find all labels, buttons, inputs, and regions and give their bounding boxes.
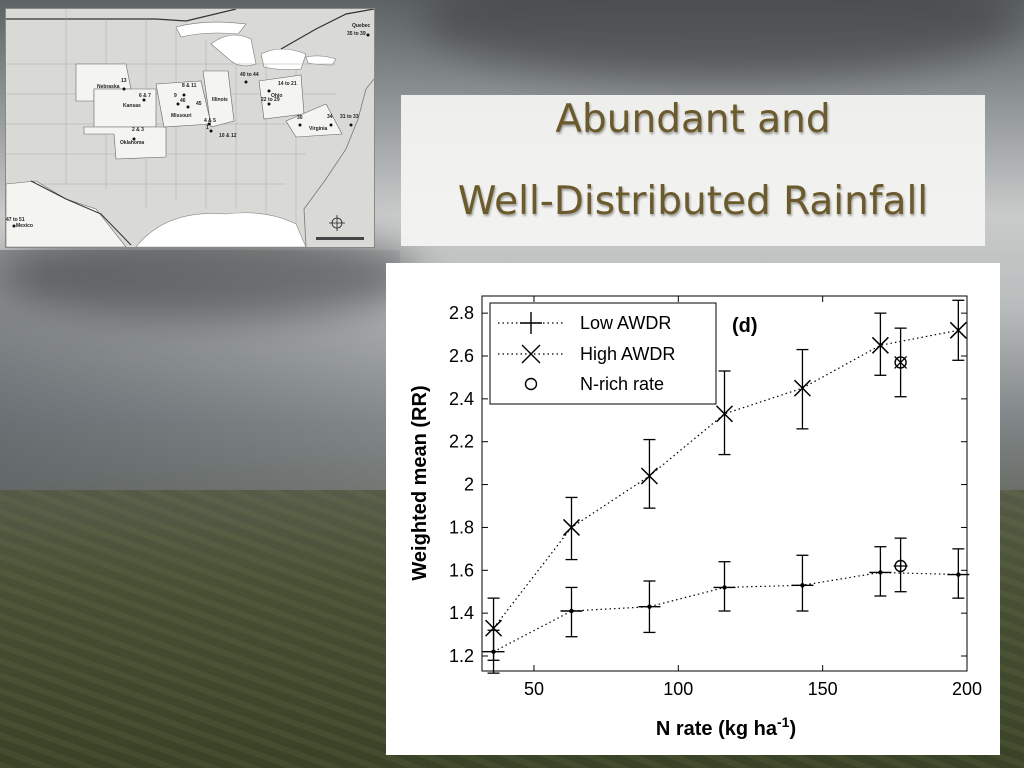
map-site-label: 9 [174,93,177,99]
y-tick-label: 2.6 [449,346,474,366]
map-site-label: 10 & 12 [219,133,237,139]
axis-ticks: 1.2 1.4 1.6 1.8 2 2.2 2.4 2.6 2.8 50 100 150 200 [449,296,982,699]
x-axis-label-sup: -1 [777,714,790,730]
map-site-label: 45 [196,101,202,107]
map-site-label: 13 [121,78,127,84]
y-tick-label: 2 [464,475,474,495]
legend-label-n-rich-rate: N-rich rate [580,374,664,394]
y-tick-label: 1.6 [449,560,474,580]
map-site-label: 46 [180,98,186,104]
map-label-virginia: Virginia [309,126,328,132]
x-axis-label: N rate (kg ha-1) [656,714,796,740]
legend-label-high-awdr: High AWDR [580,344,675,364]
map-graphic [6,9,374,247]
y-tick-label: 1.4 [449,603,474,623]
low-awdr-point-dot [878,570,883,575]
low-awdr-point-dot [956,572,961,577]
high-awdr-point [871,336,889,354]
study-sites-map: Nebraska Kansas Oklahoma Missouri Illino… [5,8,375,248]
map-label-missouri: Missouri [171,113,192,119]
map-site-label: 35 to 39 [347,31,366,37]
map-label-oklahoma: Oklahoma [120,140,145,146]
map-site-label: 8 & 11 [182,83,197,89]
chart-panel: 1.2 1.4 1.6 1.8 2 2.2 2.4 2.6 2.8 50 100 150 200 (d)… [386,263,1000,755]
low-awdr-point-dot [722,585,727,590]
map-site-label: 14 to 21 [278,81,297,87]
high-awdr-point [793,379,811,397]
map-label-illinois: Illinois [212,97,228,103]
high-awdr-point [715,405,734,423]
slide-title-box: Abundant and Well-Distributed Rainfall [401,95,985,246]
low-awdr-point-dot [800,583,805,588]
map-site-label: 4 & 5 [204,118,216,124]
y-tick-label: 1.8 [449,517,474,537]
y-tick-label: 2.4 [449,389,474,409]
legend: Low AWDR High AWDR N-rich rate [489,302,717,405]
map-site-label: 1 [206,125,209,131]
slide-title-line-2: Well-Distributed Rainfall [457,179,929,224]
high-awdr-point [562,518,581,536]
x-tick-label: 100 [663,679,693,699]
legend-plus-marker [520,312,542,334]
map-label-nebraska: Nebraska [97,84,120,90]
rr-chart: 1.2 1.4 1.6 1.8 2 2.2 2.4 2.6 2.8 50 100 150 200 (d)… [409,295,982,740]
y-tick-label: 2.2 [449,432,474,452]
map-site-label: 2 & 3 [132,127,144,133]
series-layer [482,299,970,674]
low-awdr-point-dot [569,608,574,614]
map-site-label: 22 to 29 [261,97,280,103]
high-awdr-point [640,467,658,485]
n-rich-point [894,356,907,369]
x-tick-label: 50 [524,679,544,699]
slide-title-line-1: Abundant and [555,97,831,142]
low-awdr-point-dot [647,604,652,609]
x-tick-label: 200 [952,679,982,699]
legend-x-marker [521,344,541,364]
map-label-quebec: Quebec [352,23,371,29]
map-label-mexico: Mexico [16,223,33,229]
x-axis-label-end: ) [789,718,796,740]
x-tick-label: 150 [808,679,838,699]
y-tick-label: 1.2 [449,646,474,666]
legend-label-low-awdr: Low AWDR [580,313,671,333]
map-site-label: 40 to 44 [240,72,259,78]
legend-circle-marker [524,377,538,391]
y-tick-label: 2.8 [449,303,474,323]
high-awdr-point [485,619,503,637]
map-label-kansas: Kansas [123,103,141,109]
map-site-label: 31 to 33 [340,114,359,120]
storm-cloud [420,0,1020,80]
map-site-label: 34 [327,114,333,120]
map-site-label: 47 to 51 [6,217,25,223]
x-axis-label-main: N rate (kg ha [656,718,778,740]
panel-label: (d) [732,315,758,337]
map-label-ohio: Ohio [271,93,283,99]
n-rich-point-plus [893,559,908,573]
high-awdr-point [949,321,967,339]
map-site-label: 6 & 7 [139,93,151,99]
map-site-label: 30 [297,115,303,121]
n-rich-point-x [894,355,908,369]
y-axis-label: Weighted mean (RR) [409,385,431,580]
